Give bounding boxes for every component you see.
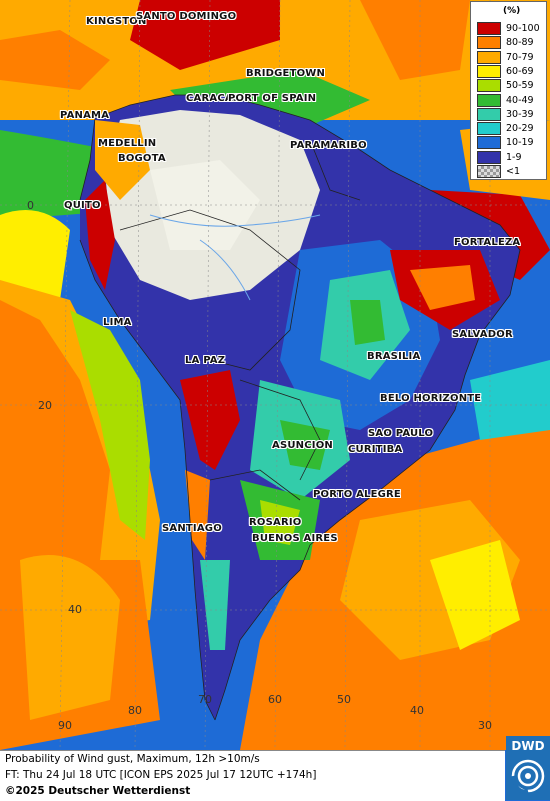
swirl-icon bbox=[511, 759, 545, 794]
legend-swatch bbox=[477, 93, 501, 107]
legend-row: 50-59 bbox=[477, 79, 547, 93]
city-label-bridgetown: BRIDGETOWN bbox=[246, 68, 326, 79]
city-label-rosario: ROSARIO bbox=[249, 517, 302, 528]
city-label-santo-domingo: SANTO DOMINGO bbox=[136, 11, 237, 22]
city-label-salvador: SALVADOR bbox=[452, 329, 513, 340]
lon-label: 60 bbox=[268, 693, 282, 706]
legend-row: 80-89 bbox=[477, 36, 547, 50]
city-label-panama: PANAMA bbox=[60, 110, 110, 121]
legend-row: 1-9 bbox=[477, 150, 547, 164]
city-label-sao-paulo: SAO PAULO bbox=[368, 428, 434, 439]
logo-text: DWD bbox=[511, 739, 545, 753]
rivers bbox=[149, 214, 321, 301]
city-label-belo-horizonte: BELO HORIZONTE bbox=[380, 393, 482, 404]
city-label-asuncion: ASUNCION bbox=[272, 440, 333, 451]
legend-label: 90-100 bbox=[506, 23, 540, 34]
legend-label: 20-29 bbox=[506, 123, 534, 135]
city-label-la-paz: LA PAZ bbox=[185, 355, 226, 366]
legend-label: 40-49 bbox=[506, 94, 534, 106]
legend-row: 20-29 bbox=[477, 122, 547, 136]
legend-label: 10-19 bbox=[506, 137, 534, 149]
caption-copyright: ©2025 Deutscher Wetterdienst bbox=[5, 785, 191, 797]
caption-title: Probability of Wind gust, Maximum, 12h >… bbox=[5, 753, 260, 765]
legend-label: 70-79 bbox=[506, 51, 534, 63]
legend-swatch bbox=[477, 136, 501, 150]
city-label-santiago: SANTIAGO bbox=[162, 523, 222, 534]
lat-label: 20 bbox=[38, 399, 52, 412]
legend-label: 50-59 bbox=[506, 80, 534, 92]
country-borders bbox=[79, 94, 521, 721]
city-label-caracas: CARACAS bbox=[186, 93, 241, 104]
dwd-logo: DWD bbox=[506, 736, 550, 800]
city-label-port-of-spain: PORT OF SPAIN bbox=[228, 93, 317, 104]
legend-row: 10-19 bbox=[477, 136, 547, 150]
legend-swatch bbox=[477, 64, 501, 78]
legend-swatch bbox=[477, 36, 501, 50]
graticule bbox=[0, 0, 550, 751]
legend-swatch bbox=[477, 107, 501, 121]
legend-row: 70-79 bbox=[477, 50, 547, 64]
legend-row: 90-100 bbox=[477, 22, 547, 35]
city-label-lima: LIMA bbox=[103, 317, 132, 328]
lon-label: 70 bbox=[198, 693, 212, 706]
city-label-paramaribo: PARAMARIBO bbox=[290, 140, 367, 151]
city-label-brasilia: BRASILIA bbox=[367, 351, 421, 362]
color-legend: (%) 90-100 80-89 70-79 60-69 50-59 40-49 30-39… bbox=[470, 1, 547, 180]
caption-forecast-time: FT: Thu 24 Jul 18 UTC [ICON EPS 2025 Jul… bbox=[5, 769, 317, 781]
footer-caption: Probability of Wind gust, Maximum, 12h >… bbox=[0, 750, 505, 801]
lon-label: 50 bbox=[337, 693, 351, 706]
legend-row: <1 bbox=[477, 165, 547, 178]
legend-title: (%) bbox=[503, 6, 521, 16]
legend-row: 60-69 bbox=[477, 64, 547, 78]
lon-label: 80 bbox=[128, 704, 142, 717]
legend-row: 40-49 bbox=[477, 93, 547, 107]
legend-label: 30-39 bbox=[506, 108, 534, 120]
legend-swatch bbox=[477, 165, 501, 178]
city-label-porto-alegre: PORTO ALEGRE bbox=[313, 489, 401, 500]
city-label-fortaleza: FORTALEZA bbox=[454, 237, 521, 248]
city-label-medellin: MEDELLIN bbox=[98, 138, 157, 149]
legend-label: 1-9 bbox=[506, 151, 522, 163]
legend-label: 80-89 bbox=[506, 37, 534, 49]
lon-label: 40 bbox=[410, 704, 424, 717]
city-label-quito: QUITO bbox=[64, 200, 101, 211]
lat-label: 0 bbox=[27, 199, 34, 212]
legend-row: 30-39 bbox=[477, 107, 547, 121]
city-label-curitiba: CURITIBA bbox=[348, 444, 403, 455]
legend-label: 60-69 bbox=[506, 65, 534, 77]
legend-swatch bbox=[477, 79, 501, 93]
legend-swatch bbox=[477, 22, 501, 35]
lon-label: 30 bbox=[478, 719, 492, 732]
legend-swatch bbox=[477, 122, 501, 136]
legend-label: <1 bbox=[506, 166, 521, 177]
city-label-bogota: BOGOTA bbox=[118, 153, 166, 164]
legend-swatch bbox=[477, 50, 501, 64]
city-label-buenos-aires: BUENOS AIRES bbox=[252, 533, 338, 544]
lat-label: 40 bbox=[68, 603, 82, 616]
city-label-kingston: KINGSTON bbox=[86, 16, 147, 27]
lon-label: 90 bbox=[58, 719, 72, 732]
legend-swatch bbox=[477, 150, 501, 164]
